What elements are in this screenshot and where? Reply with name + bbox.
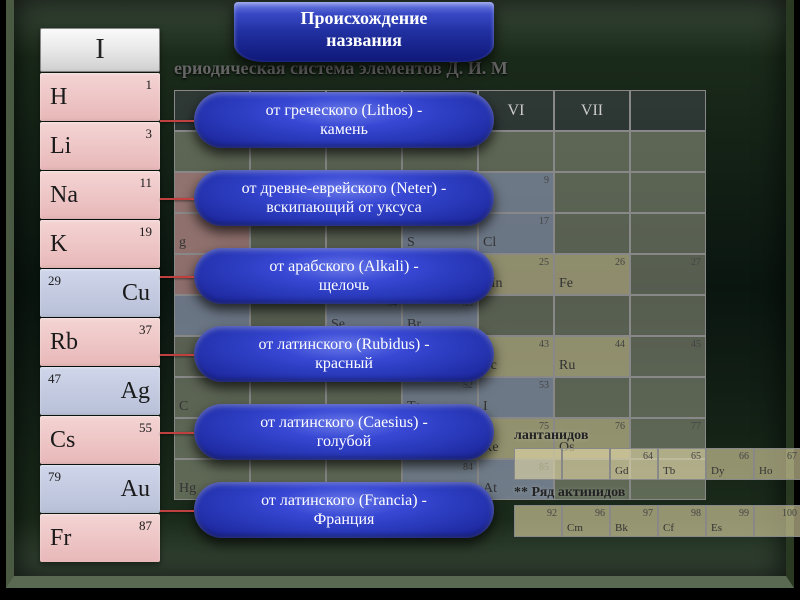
mini-cell: Cf98 <box>658 505 706 537</box>
connector-line <box>160 432 194 434</box>
element-symbol: Na <box>50 182 78 209</box>
app-frame: ериодическая система элементов Д. И. М I… <box>6 0 794 588</box>
element-symbol: Cu <box>122 280 150 307</box>
mini-cell <box>514 448 562 480</box>
atomic-number: 1 <box>146 77 153 93</box>
bg-cell <box>554 131 630 172</box>
atomic-number: 29 <box>48 273 61 289</box>
pill-line2: Франция <box>314 510 375 529</box>
element-symbol: H <box>50 84 67 111</box>
etymology-pills: от греческого (Lithos) -камень от древне-… <box>194 92 494 560</box>
element-Fr[interactable]: Fr 87 <box>40 514 160 562</box>
bg-cell <box>630 377 706 418</box>
element-Rb[interactable]: Rb 37 <box>40 318 160 366</box>
element-symbol: Li <box>50 133 71 160</box>
element-symbol: Ag <box>121 378 150 405</box>
mini-cell: 92 <box>514 505 562 537</box>
atomic-number: 47 <box>48 371 61 387</box>
group-header: I <box>40 28 160 72</box>
atomic-number: 87 <box>139 518 152 534</box>
element-K[interactable]: K 19 <box>40 220 160 268</box>
element-Au[interactable]: Au 79 <box>40 465 160 513</box>
pill-line1: от латинского (Rubidus) - <box>258 335 429 354</box>
connector-line <box>160 510 194 512</box>
element-symbol: K <box>50 231 67 258</box>
atomic-number: 55 <box>139 420 152 436</box>
mini-cell: Bk97 <box>610 505 658 537</box>
pill-line2: красный <box>315 354 373 373</box>
atomic-number: 37 <box>139 322 152 338</box>
etymology-pill-3[interactable]: от латинского (Rubidus) -красный <box>194 326 494 382</box>
atomic-number: 79 <box>48 469 61 485</box>
bg-cell <box>554 172 630 213</box>
connector-line <box>160 198 194 200</box>
element-H[interactable]: H1 <box>40 73 160 121</box>
bg-cell <box>554 295 630 336</box>
etymology-pill-0[interactable]: от греческого (Lithos) -камень <box>194 92 494 148</box>
bg-cell: Fe26 <box>554 254 630 295</box>
pill-line2: щелочь <box>319 276 369 295</box>
title-line1: Происхождение <box>234 8 494 30</box>
bg-cell: 27 <box>630 254 706 295</box>
bg-cell <box>554 377 630 418</box>
bg-cell <box>630 131 706 172</box>
mini-cell: 100 <box>754 505 800 537</box>
pill-line2: камень <box>320 120 368 139</box>
element-Cs[interactable]: Cs 55 <box>40 416 160 464</box>
mini-cell: Ho67 <box>754 448 800 480</box>
group1-column: I H1Li3Na11K19Cu29Rb37Ag47Cs55Au79Fr87 <box>40 28 160 562</box>
mini-cell: Tb65 <box>658 448 706 480</box>
etymology-pill-5[interactable]: от латинского (Francia) -Франция <box>194 482 494 538</box>
mini-cell: Es99 <box>706 505 754 537</box>
pill-line2: голубой <box>317 432 371 451</box>
bg-cell <box>630 172 706 213</box>
mini-cell: Dy66 <box>706 448 754 480</box>
connector-line <box>160 120 194 122</box>
mini-cell <box>562 448 610 480</box>
title-line2: названия <box>234 30 494 52</box>
element-Li[interactable]: Li 3 <box>40 122 160 170</box>
element-Cu[interactable]: Cu 29 <box>40 269 160 317</box>
atomic-number: 19 <box>139 224 152 240</box>
bg-cell: Ru44 <box>554 336 630 377</box>
pill-line1: от арабского (Alkali) - <box>269 257 418 276</box>
pill-line1: от греческого (Lithos) - <box>266 101 423 120</box>
atomic-number: 11 <box>139 175 152 191</box>
lanthanides-row: Gd64Tb65Dy66Ho67 <box>514 448 800 480</box>
pill-line2: вскипающий от уксуса <box>266 198 421 217</box>
bg-cell <box>630 295 706 336</box>
lanthanides-label: лантанидов <box>514 428 588 444</box>
element-symbol: Au <box>121 476 150 503</box>
element-symbol: Rb <box>50 329 78 356</box>
etymology-pill-4[interactable]: от латинского (Caesius) -голубой <box>194 404 494 460</box>
pill-line1: от древне-еврейского (Neter) - <box>242 179 447 198</box>
pill-line1: от латинского (Francia) - <box>261 491 427 510</box>
bg-cell: 45 <box>630 336 706 377</box>
connector-line <box>160 354 194 356</box>
element-Na[interactable]: Na 11 <box>40 171 160 219</box>
bg-col-header <box>630 90 706 131</box>
etymology-pill-1[interactable]: от древне-еврейского (Neter) -вскипающий… <box>194 170 494 226</box>
element-Ag[interactable]: Ag 47 <box>40 367 160 415</box>
atomic-number: 3 <box>146 126 153 142</box>
actinides-row: 92Cm96Bk97Cf98Es99100 <box>514 505 800 537</box>
bg-col-header: VII <box>554 90 630 131</box>
connector-line <box>160 276 194 278</box>
actinides-label: ** Ряд актинидов <box>514 485 625 501</box>
title-banner: Происхождение названия <box>234 2 494 62</box>
element-symbol: Fr <box>50 525 71 552</box>
pill-line1: от латинского (Caesius) - <box>260 413 428 432</box>
bg-cell <box>630 213 706 254</box>
mini-cell: Gd64 <box>610 448 658 480</box>
etymology-pill-2[interactable]: от арабского (Alkali) -щелочь <box>194 248 494 304</box>
mini-cell: Cm96 <box>562 505 610 537</box>
element-symbol: Cs <box>50 427 75 454</box>
bg-cell <box>554 213 630 254</box>
